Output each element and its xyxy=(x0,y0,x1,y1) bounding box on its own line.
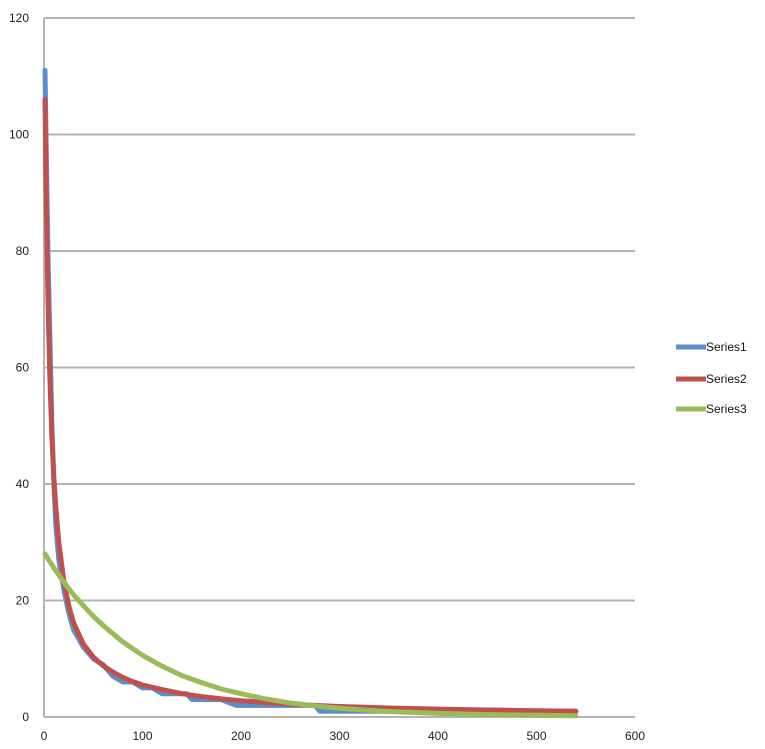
y-axis: 0 20 40 60 80 100 120 xyxy=(9,11,29,724)
y-tick-label: 120 xyxy=(9,11,29,25)
y-tick-label: 100 xyxy=(9,128,29,142)
plot-area xyxy=(42,67,579,719)
gridlines xyxy=(43,17,635,718)
x-tick-label: 0 xyxy=(41,729,48,743)
y-tick-label: 40 xyxy=(16,477,30,491)
y-tick-label: 80 xyxy=(16,244,30,258)
x-tick-label: 400 xyxy=(428,729,448,743)
series-line-3 xyxy=(42,551,579,719)
x-tick-label: 600 xyxy=(625,729,645,743)
legend-label-2: Series2 xyxy=(706,372,747,386)
series-line-1 xyxy=(42,67,579,714)
x-tick-label: 500 xyxy=(526,729,546,743)
y-tick-label: 20 xyxy=(16,594,30,608)
x-tick-label: 300 xyxy=(329,729,349,743)
x-tick-label: 200 xyxy=(231,729,251,743)
legend: Series1 Series2 Series3 xyxy=(676,340,747,416)
legend-label-1: Series1 xyxy=(706,340,747,354)
legend-label-3: Series3 xyxy=(706,402,747,416)
x-axis: 0 100 200 300 400 500 600 xyxy=(41,729,646,743)
y-tick-label: 60 xyxy=(16,361,30,375)
x-tick-label: 100 xyxy=(132,729,152,743)
series-line-2 xyxy=(42,97,579,714)
y-tick-label: 0 xyxy=(22,710,29,724)
